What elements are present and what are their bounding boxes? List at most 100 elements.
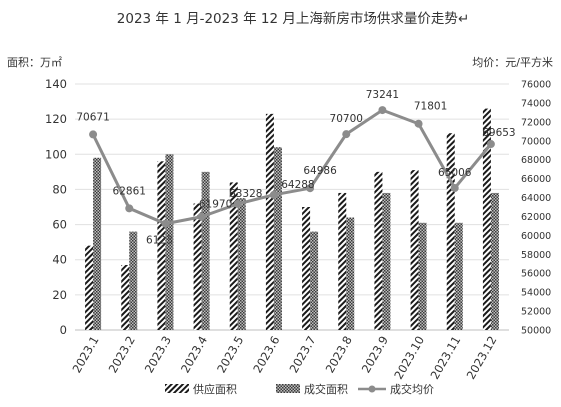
x-tick-label: 2023.10 xyxy=(391,334,427,382)
price-line xyxy=(89,106,495,228)
price-point xyxy=(450,184,459,193)
y-right-tick-label: 66000 xyxy=(521,174,551,185)
bar-supply xyxy=(265,113,274,330)
price-point xyxy=(269,190,278,199)
price-data-label: 61970 xyxy=(199,199,232,211)
legend: 供应面积 成交面积 成交均价 xyxy=(165,382,434,396)
y-right-tick-label: 58000 xyxy=(521,250,551,261)
y-left-tick-label: 20 xyxy=(52,288,67,302)
x-axis-ticks: 2023.1 2023.2 2023.3 2023.4 2023.5 2023.6 2023… xyxy=(69,333,499,381)
x-tick-label: 2023.3 xyxy=(142,334,174,376)
bar-supply xyxy=(157,161,166,330)
price-data-label: 64288 xyxy=(281,179,314,191)
y-right-axis-label: 均价：元/平方米 xyxy=(472,55,553,69)
legend-swatch-supply xyxy=(165,384,189,393)
y-left-tick-label: 80 xyxy=(52,182,67,196)
price-data-label: 64986 xyxy=(303,165,337,177)
bars xyxy=(85,108,499,330)
bar-supply xyxy=(302,207,311,330)
bar-supply xyxy=(374,171,383,330)
price-data-label: 73241 xyxy=(366,89,399,101)
bar-supply xyxy=(121,264,130,330)
price-data-label: 70700 xyxy=(330,113,363,125)
legend-label-price: 成交均价 xyxy=(390,382,434,396)
price-data-label: 62861 xyxy=(113,185,146,197)
y-right-tick-label: 52000 xyxy=(521,307,551,318)
price-data-label: 65006 xyxy=(438,167,472,179)
bar-deal xyxy=(310,231,319,330)
y-right-tick-label: 68000 xyxy=(521,155,551,166)
bar-deal xyxy=(129,231,138,330)
legend-label-deal: 成交面积 xyxy=(304,382,348,396)
x-tick-label: 2023.7 xyxy=(286,334,318,376)
x-tick-label: 2023.11 xyxy=(427,334,463,382)
y-right-tick-label: 76000 xyxy=(521,80,551,91)
x-tick-label: 2023.1 xyxy=(69,334,101,376)
bar-supply xyxy=(85,245,94,330)
price-point xyxy=(306,184,315,193)
price-point xyxy=(233,199,242,208)
legend-swatch-price-marker xyxy=(368,385,376,393)
y-left-axis-label: 面积：万㎡ xyxy=(7,56,62,69)
y-left-tick-label: 120 xyxy=(45,112,67,126)
gridlines xyxy=(75,83,509,331)
x-tick-label: 2023.8 xyxy=(323,334,355,376)
bar-deal xyxy=(201,171,210,330)
y-left-tick-label: 140 xyxy=(45,77,67,91)
y-right-ticks: 50000 52000 54000 56000 58000 60000 62000 64000… xyxy=(521,80,551,337)
x-tick-label: 2023.12 xyxy=(464,333,500,381)
bar-deal xyxy=(382,192,391,330)
price-point xyxy=(161,219,170,228)
price-point xyxy=(378,106,387,115)
x-tick-label: 2023.4 xyxy=(178,334,210,376)
y-right-tick-label: 62000 xyxy=(521,212,551,223)
y-right-tick-label: 64000 xyxy=(521,193,551,204)
price-data-label: 6123 xyxy=(146,235,173,247)
y-right-tick-label: 60000 xyxy=(521,231,551,242)
y-right-tick-label: 50000 xyxy=(521,326,551,337)
y-left-tick-label: 100 xyxy=(45,147,67,161)
bar-deal xyxy=(93,157,102,330)
price-data-label: 63328 xyxy=(229,188,262,200)
y-right-tick-label: 72000 xyxy=(521,117,551,128)
chart-title: 2023 年 1 月-2023 年 12 月上海新房市场供求量价走势↵ xyxy=(117,10,469,27)
x-tick-label: 2023.9 xyxy=(359,334,391,376)
y-right-tick-label: 70000 xyxy=(521,136,551,147)
legend-swatch-deal xyxy=(276,384,300,393)
bar-supply xyxy=(229,182,238,330)
bar-supply xyxy=(193,203,202,330)
y-right-tick-label: 56000 xyxy=(521,269,551,280)
price-point xyxy=(89,130,98,139)
price-data-label: 69653 xyxy=(482,127,515,139)
price-data-label: 71801 xyxy=(414,101,447,113)
bar-supply xyxy=(338,192,347,330)
bar-deal xyxy=(165,154,174,330)
y-left-tick-label: 0 xyxy=(60,323,67,337)
price-line-path xyxy=(91,108,493,226)
price-point xyxy=(342,130,351,139)
y-left-ticks: 0 20 40 60 80 100 120 140 xyxy=(45,77,67,337)
x-tick-label: 2023.6 xyxy=(250,334,282,376)
bar-deal xyxy=(418,222,427,330)
bar-deal xyxy=(454,222,463,330)
price-point xyxy=(197,212,206,221)
x-tick-label: 2023.5 xyxy=(214,334,246,376)
y-right-tick-label: 74000 xyxy=(521,98,551,109)
bar-deal xyxy=(346,217,355,330)
data-labels: 7067162861612361970633286428864986707007… xyxy=(76,89,515,247)
price-point xyxy=(414,119,423,128)
bar-supply xyxy=(446,133,455,330)
bar-deal xyxy=(273,147,282,330)
y-left-tick-label: 40 xyxy=(52,253,67,267)
price-point xyxy=(125,204,134,213)
price-data-label: 70671 xyxy=(76,111,109,123)
y-left-tick-label: 60 xyxy=(52,218,67,232)
bar-supply xyxy=(410,170,419,330)
legend-label-supply: 供应面积 xyxy=(193,382,237,396)
price-point xyxy=(486,140,495,149)
x-tick-label: 2023.2 xyxy=(106,334,138,376)
bar-deal xyxy=(237,198,246,330)
y-right-tick-label: 54000 xyxy=(521,288,551,299)
